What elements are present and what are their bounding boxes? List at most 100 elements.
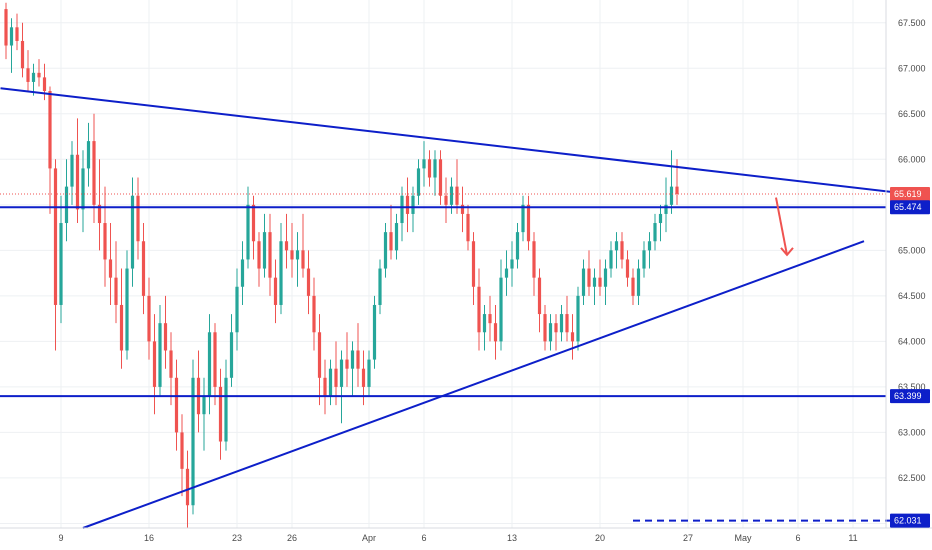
candle-body bbox=[103, 223, 107, 260]
time-tick-label: 6 bbox=[421, 533, 426, 543]
candle-body bbox=[576, 295, 580, 342]
candle bbox=[334, 341, 338, 406]
candle bbox=[152, 314, 157, 415]
candle-body bbox=[207, 332, 212, 396]
price-tag-bg bbox=[890, 389, 930, 404]
candle-body bbox=[521, 204, 525, 233]
candle-body bbox=[642, 250, 646, 269]
candle bbox=[504, 250, 509, 296]
candle bbox=[378, 259, 382, 315]
candle bbox=[312, 277, 316, 351]
candle-body bbox=[246, 204, 250, 260]
price-axis[interactable]: 67.50067.00066.50066.00065.50065.00064.5… bbox=[898, 18, 926, 529]
candle-body bbox=[339, 359, 344, 387]
candle-body bbox=[224, 377, 228, 442]
candle-body bbox=[488, 314, 492, 324]
candle bbox=[581, 259, 586, 305]
candle bbox=[81, 150, 85, 233]
candle-body bbox=[460, 204, 465, 214]
candle-body bbox=[422, 159, 426, 169]
price-tick-label: 65.000 bbox=[898, 245, 926, 255]
candle-body bbox=[108, 259, 113, 278]
price-tag-bg bbox=[890, 200, 930, 215]
candle bbox=[147, 277, 151, 360]
candle bbox=[416, 159, 421, 205]
candle bbox=[301, 213, 305, 278]
candle-body bbox=[81, 168, 85, 210]
price-tag-label: 65.619 bbox=[894, 189, 922, 199]
candle-body bbox=[240, 259, 245, 287]
candle-body bbox=[664, 204, 668, 214]
candle bbox=[669, 150, 674, 214]
candle-body bbox=[532, 241, 536, 278]
candle-body bbox=[405, 195, 410, 214]
candle bbox=[306, 250, 311, 315]
candle-body bbox=[548, 323, 553, 342]
candle bbox=[191, 359, 195, 515]
candle-body bbox=[499, 277, 503, 342]
candle bbox=[26, 50, 30, 92]
candle bbox=[229, 314, 234, 387]
candle-body bbox=[75, 154, 80, 210]
candle-body bbox=[257, 241, 261, 269]
candle-body bbox=[367, 359, 371, 387]
candle bbox=[114, 241, 118, 324]
price-tick-label: 67.000 bbox=[898, 63, 926, 73]
candle bbox=[273, 259, 278, 324]
candle-body bbox=[213, 332, 217, 387]
candle bbox=[389, 204, 393, 260]
candle-body bbox=[273, 277, 278, 305]
candle-body bbox=[180, 432, 184, 469]
time-tick-label: 23 bbox=[232, 533, 242, 543]
candle-body bbox=[647, 241, 652, 251]
candle bbox=[471, 232, 476, 305]
candle-body bbox=[20, 40, 25, 69]
candle-body bbox=[609, 250, 613, 269]
candle-body bbox=[559, 314, 564, 333]
candle-body bbox=[378, 268, 382, 305]
candle bbox=[207, 314, 212, 415]
candle bbox=[658, 204, 663, 242]
price-tag: 65.619 bbox=[890, 186, 930, 201]
candlestick-series bbox=[4, 2, 679, 528]
candle bbox=[625, 250, 630, 287]
candle-body bbox=[163, 323, 168, 351]
candle bbox=[97, 159, 102, 251]
candle bbox=[521, 195, 525, 242]
candle bbox=[328, 359, 333, 406]
candle-body bbox=[466, 213, 470, 242]
candle-body bbox=[389, 232, 393, 251]
time-axis[interactable]: 9 16 23 26 Apr 6 13 20 27 May 6 11 bbox=[58, 533, 857, 543]
candle bbox=[411, 186, 415, 233]
candle bbox=[400, 186, 404, 242]
candle-body bbox=[268, 232, 272, 278]
candle bbox=[422, 141, 426, 187]
drawing-layer bbox=[0, 87, 925, 529]
candle-body bbox=[433, 159, 437, 178]
candle bbox=[427, 150, 432, 187]
candle bbox=[499, 259, 503, 351]
candle bbox=[196, 350, 201, 433]
candle bbox=[92, 113, 96, 224]
candle bbox=[75, 118, 80, 224]
candle-body bbox=[361, 368, 366, 387]
price-tick-label: 63.000 bbox=[898, 427, 926, 437]
candle bbox=[279, 223, 283, 315]
time-tick-label: 13 bbox=[507, 533, 517, 543]
candle bbox=[202, 377, 206, 451]
candle bbox=[350, 341, 355, 396]
candle bbox=[163, 295, 168, 369]
candle bbox=[576, 286, 580, 351]
price-tick-label: 67.500 bbox=[898, 18, 926, 28]
candle-body bbox=[4, 9, 8, 46]
candle-body bbox=[141, 241, 146, 296]
candle-body bbox=[53, 168, 58, 305]
candle-body bbox=[251, 204, 256, 242]
price-tick-label: 66.500 bbox=[898, 109, 926, 119]
candle-body bbox=[218, 386, 223, 442]
time-tick-label: 27 bbox=[683, 533, 693, 543]
candle-body bbox=[581, 268, 586, 296]
candle-body bbox=[290, 250, 294, 260]
